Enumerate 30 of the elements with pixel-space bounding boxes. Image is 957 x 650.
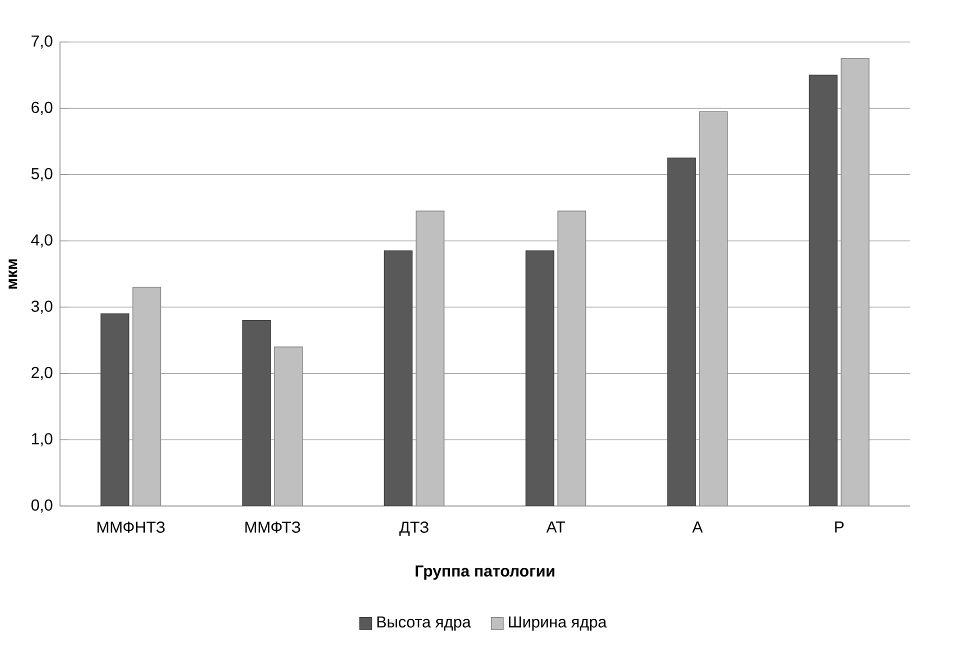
bar: [242, 320, 271, 506]
bar: [840, 58, 870, 506]
bar: [384, 250, 413, 506]
x-tick-label: А: [692, 522, 703, 533]
bar: [132, 286, 162, 506]
x-tick-label: АТ: [546, 522, 566, 533]
x-tick-label: ММФТЗ: [245, 522, 300, 533]
y-tick-label: 0,0: [31, 499, 52, 513]
y-tick-label: 4,0: [31, 234, 52, 248]
legend-label: Ширина ядра: [508, 616, 607, 631]
bar: [699, 111, 728, 506]
x-tick-label: Р: [835, 522, 844, 533]
bar: [416, 210, 444, 506]
bar: [808, 74, 838, 506]
y-tick-label: 6,0: [32, 102, 52, 115]
legend-label: Высота ядра: [377, 616, 471, 631]
bar: [557, 210, 586, 506]
bar: [274, 346, 303, 506]
y-tick-label: 3,0: [31, 300, 52, 314]
y-axis-title: мкм: [8, 259, 18, 289]
y-tick-label: 5,0: [31, 168, 52, 182]
y-tick-label: 1,0: [32, 433, 52, 446]
y-tick-label: 7,0: [32, 35, 52, 49]
x-tick-label: ММФНТЗ: [98, 522, 165, 533]
y-tick-label: 2,0: [32, 366, 52, 380]
bar: [526, 250, 554, 506]
bar: [100, 313, 130, 506]
x-axis-title: Группа патологии: [416, 566, 554, 580]
bar: [667, 158, 696, 506]
x-tick-label: ДТЗ: [399, 522, 428, 536]
